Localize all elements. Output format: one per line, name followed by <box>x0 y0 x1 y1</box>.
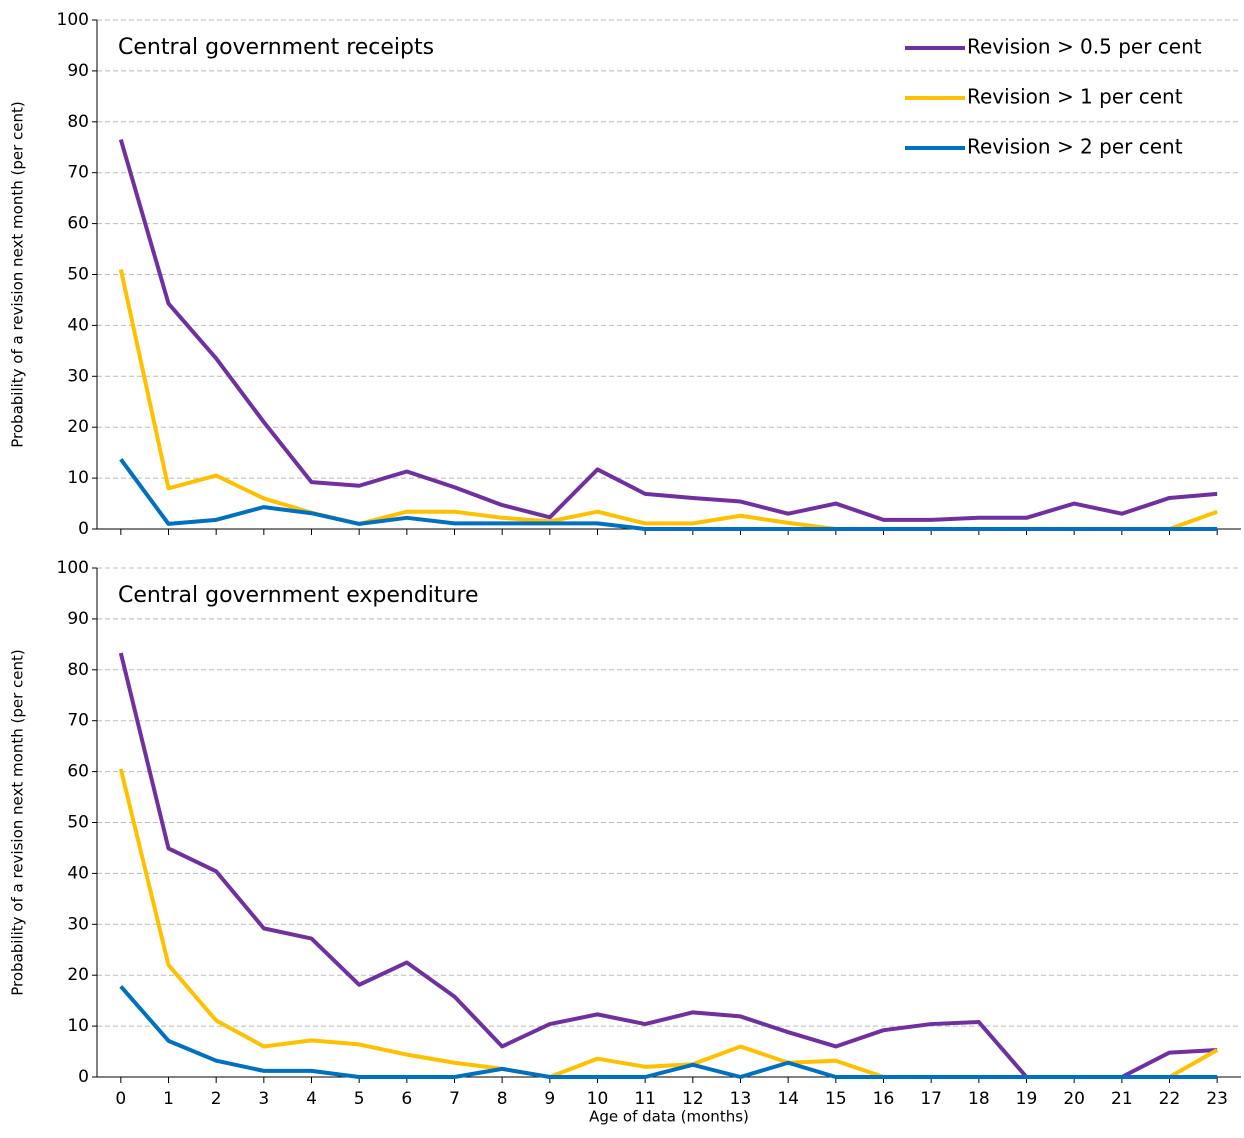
x-tick-label: 5 <box>354 1089 365 1109</box>
x-axis-label: Age of data (months) <box>589 1108 749 1126</box>
legend-label: Revision > 2 per cent <box>967 135 1183 159</box>
y-tick-label: 70 <box>67 711 89 731</box>
y-axis-label: Probability of a revision next month (pe… <box>9 101 27 448</box>
x-tick-label: 15 <box>825 1089 847 1109</box>
series-line <box>118 768 1219 1079</box>
x-tick-label: 23 <box>1206 1089 1228 1109</box>
y-tick-label: 60 <box>67 214 89 234</box>
y-tick-label: 50 <box>67 813 89 833</box>
y-tick-label: 10 <box>67 468 89 488</box>
legend-label: Revision > 1 per cent <box>967 85 1183 109</box>
chart-title: Central government expenditure <box>118 583 479 608</box>
y-tick-label: 10 <box>67 1016 89 1036</box>
y-tick-label: 100 <box>57 10 89 30</box>
y-tick-label: 20 <box>67 965 89 985</box>
x-tick-label: 20 <box>1063 1089 1085 1109</box>
chart-title: Central government receipts <box>118 35 434 60</box>
x-tick-label: 3 <box>258 1089 269 1109</box>
y-tick-label: 0 <box>78 519 89 539</box>
x-tick-label: 21 <box>1111 1089 1133 1109</box>
x-tick-label: 19 <box>1016 1089 1038 1109</box>
y-tick-label: 70 <box>67 163 89 183</box>
series-line <box>119 985 1218 1079</box>
y-tick-label: 30 <box>67 914 89 934</box>
x-tick-label: 1 <box>163 1089 174 1109</box>
x-tick-label: 0 <box>115 1089 126 1109</box>
x-tick-label: 6 <box>401 1089 412 1109</box>
x-tick-label: 16 <box>873 1089 895 1109</box>
y-tick-label: 80 <box>67 112 89 132</box>
x-tick-label: 18 <box>968 1089 990 1109</box>
x-tick-label: 22 <box>1159 1089 1181 1109</box>
x-tick-label: 8 <box>497 1089 508 1109</box>
x-tick-label: 2 <box>211 1089 222 1109</box>
y-tick-label: 40 <box>67 315 89 335</box>
x-tick-label: 17 <box>920 1089 942 1109</box>
y-tick-label: 100 <box>57 558 89 578</box>
y-tick-label: 90 <box>67 61 89 81</box>
x-tick-label: 11 <box>634 1089 656 1109</box>
y-axis-label: Probability of a revision next month (pe… <box>9 649 27 996</box>
series-line <box>119 458 1218 531</box>
series-line <box>118 268 1218 531</box>
y-tick-label: 0 <box>78 1067 89 1087</box>
x-tick-label: 13 <box>730 1089 752 1109</box>
y-tick-label: 60 <box>67 762 89 782</box>
series-line <box>118 652 1218 1079</box>
series-line <box>118 139 1218 522</box>
y-tick-label: 90 <box>67 609 89 629</box>
x-tick-label: 14 <box>777 1089 799 1109</box>
x-tick-label: 4 <box>306 1089 317 1109</box>
legend-label: Revision > 0.5 per cent <box>967 35 1202 59</box>
y-tick-label: 80 <box>67 660 89 680</box>
x-tick-label: 9 <box>544 1089 555 1109</box>
y-tick-label: 40 <box>67 863 89 883</box>
x-tick-label: 7 <box>449 1089 460 1109</box>
x-tick-label: 10 <box>587 1089 609 1109</box>
y-tick-label: 50 <box>67 265 89 285</box>
x-tick-label: 12 <box>682 1089 704 1109</box>
y-tick-label: 20 <box>67 417 89 437</box>
y-tick-label: 30 <box>67 366 89 386</box>
